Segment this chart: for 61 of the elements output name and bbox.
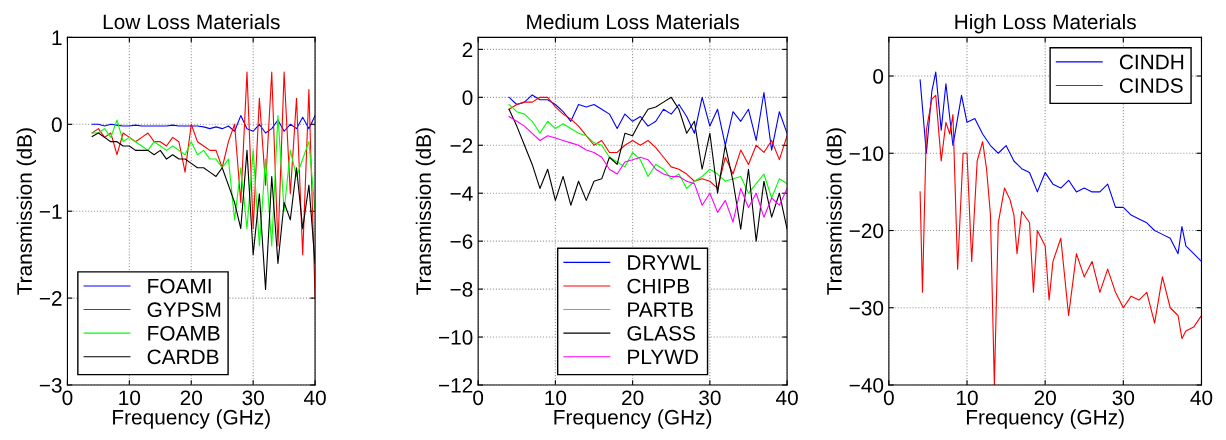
x-tick-label: 30: [1112, 390, 1135, 406]
legend-label: CARDB: [147, 349, 219, 365]
y-tick-label: −2: [450, 138, 473, 153]
y-tick-label: −8: [450, 282, 473, 297]
x-tick-label: 20: [622, 390, 644, 406]
y-tick-label: 1: [52, 30, 62, 45]
x-tick-label: 10: [545, 390, 567, 406]
x-tick-label: 0: [62, 390, 73, 406]
y-tick-label: 2: [462, 42, 473, 57]
legend-label: GYPSM: [147, 302, 221, 318]
legend-label: FOAMB: [148, 325, 220, 341]
x-tick-label: 40: [1190, 390, 1213, 406]
x-tick-label: 20: [1034, 390, 1056, 406]
line-series: [91, 115, 316, 134]
y-axis-title: Transmission (dB): [415, 128, 436, 295]
y-tick-label: 0: [51, 117, 62, 133]
y-tick-label: −1: [39, 204, 62, 219]
line-series: [508, 103, 788, 199]
y-tick-label: −6: [450, 234, 473, 249]
y-tick-label: −3: [39, 378, 62, 393]
y-tick-label: −2: [39, 291, 62, 306]
x-axis-title: Frequency (GHz): [554, 409, 712, 429]
y-tick-label: 0: [873, 69, 884, 84]
x-tick-label: 0: [883, 390, 894, 406]
y-tick-label: −10: [438, 330, 473, 345]
legend-label: PARTB: [628, 302, 693, 317]
x-axis-title: Frequency (GHz): [967, 409, 1124, 429]
chart-title: High Loss Materials: [955, 13, 1136, 34]
y-axis-title: Transmission (dB): [16, 128, 37, 295]
legend-label: GLASS: [627, 325, 695, 341]
x-tick-label: 30: [699, 390, 721, 406]
legend-label: CHIPB: [627, 278, 689, 294]
x-axis-title: Frequency (GHz): [113, 409, 270, 429]
y-tick-label: −12: [438, 378, 473, 393]
line-series: [508, 91, 788, 151]
legend-label: PLYWD: [628, 349, 698, 365]
y-tick-label: −4: [450, 186, 473, 201]
y-axis-title: Transmission (dB): [826, 128, 846, 295]
x-tick-label: 40: [303, 390, 326, 406]
x-tick-label: 10: [957, 390, 978, 406]
legend-label: CINDS: [1119, 78, 1183, 93]
chart-title: Medium Loss Materials: [527, 13, 739, 30]
y-tick-label: 0: [462, 90, 473, 106]
legend-label: CINDH: [1119, 54, 1184, 70]
legend-label: DRYWL: [628, 255, 701, 270]
chart-title: Low Loss Materials: [103, 13, 280, 30]
y-tick-label: −10: [849, 146, 884, 162]
line-series: [919, 71, 1202, 262]
x-tick-label: 20: [180, 390, 203, 406]
x-tick-label: 40: [775, 390, 798, 406]
x-tick-label: 10: [119, 390, 141, 406]
y-tick-label: −20: [849, 223, 884, 239]
y-tick-label: −30: [849, 300, 884, 316]
legend-label: FOAMI: [148, 278, 211, 294]
line-series: [508, 96, 788, 189]
x-tick-label: 0: [473, 390, 484, 406]
x-tick-label: 30: [242, 390, 264, 406]
line-series: [919, 94, 1202, 385]
line-series: [508, 115, 788, 223]
line-series: [91, 115, 316, 247]
y-tick-label: −40: [849, 378, 884, 393]
